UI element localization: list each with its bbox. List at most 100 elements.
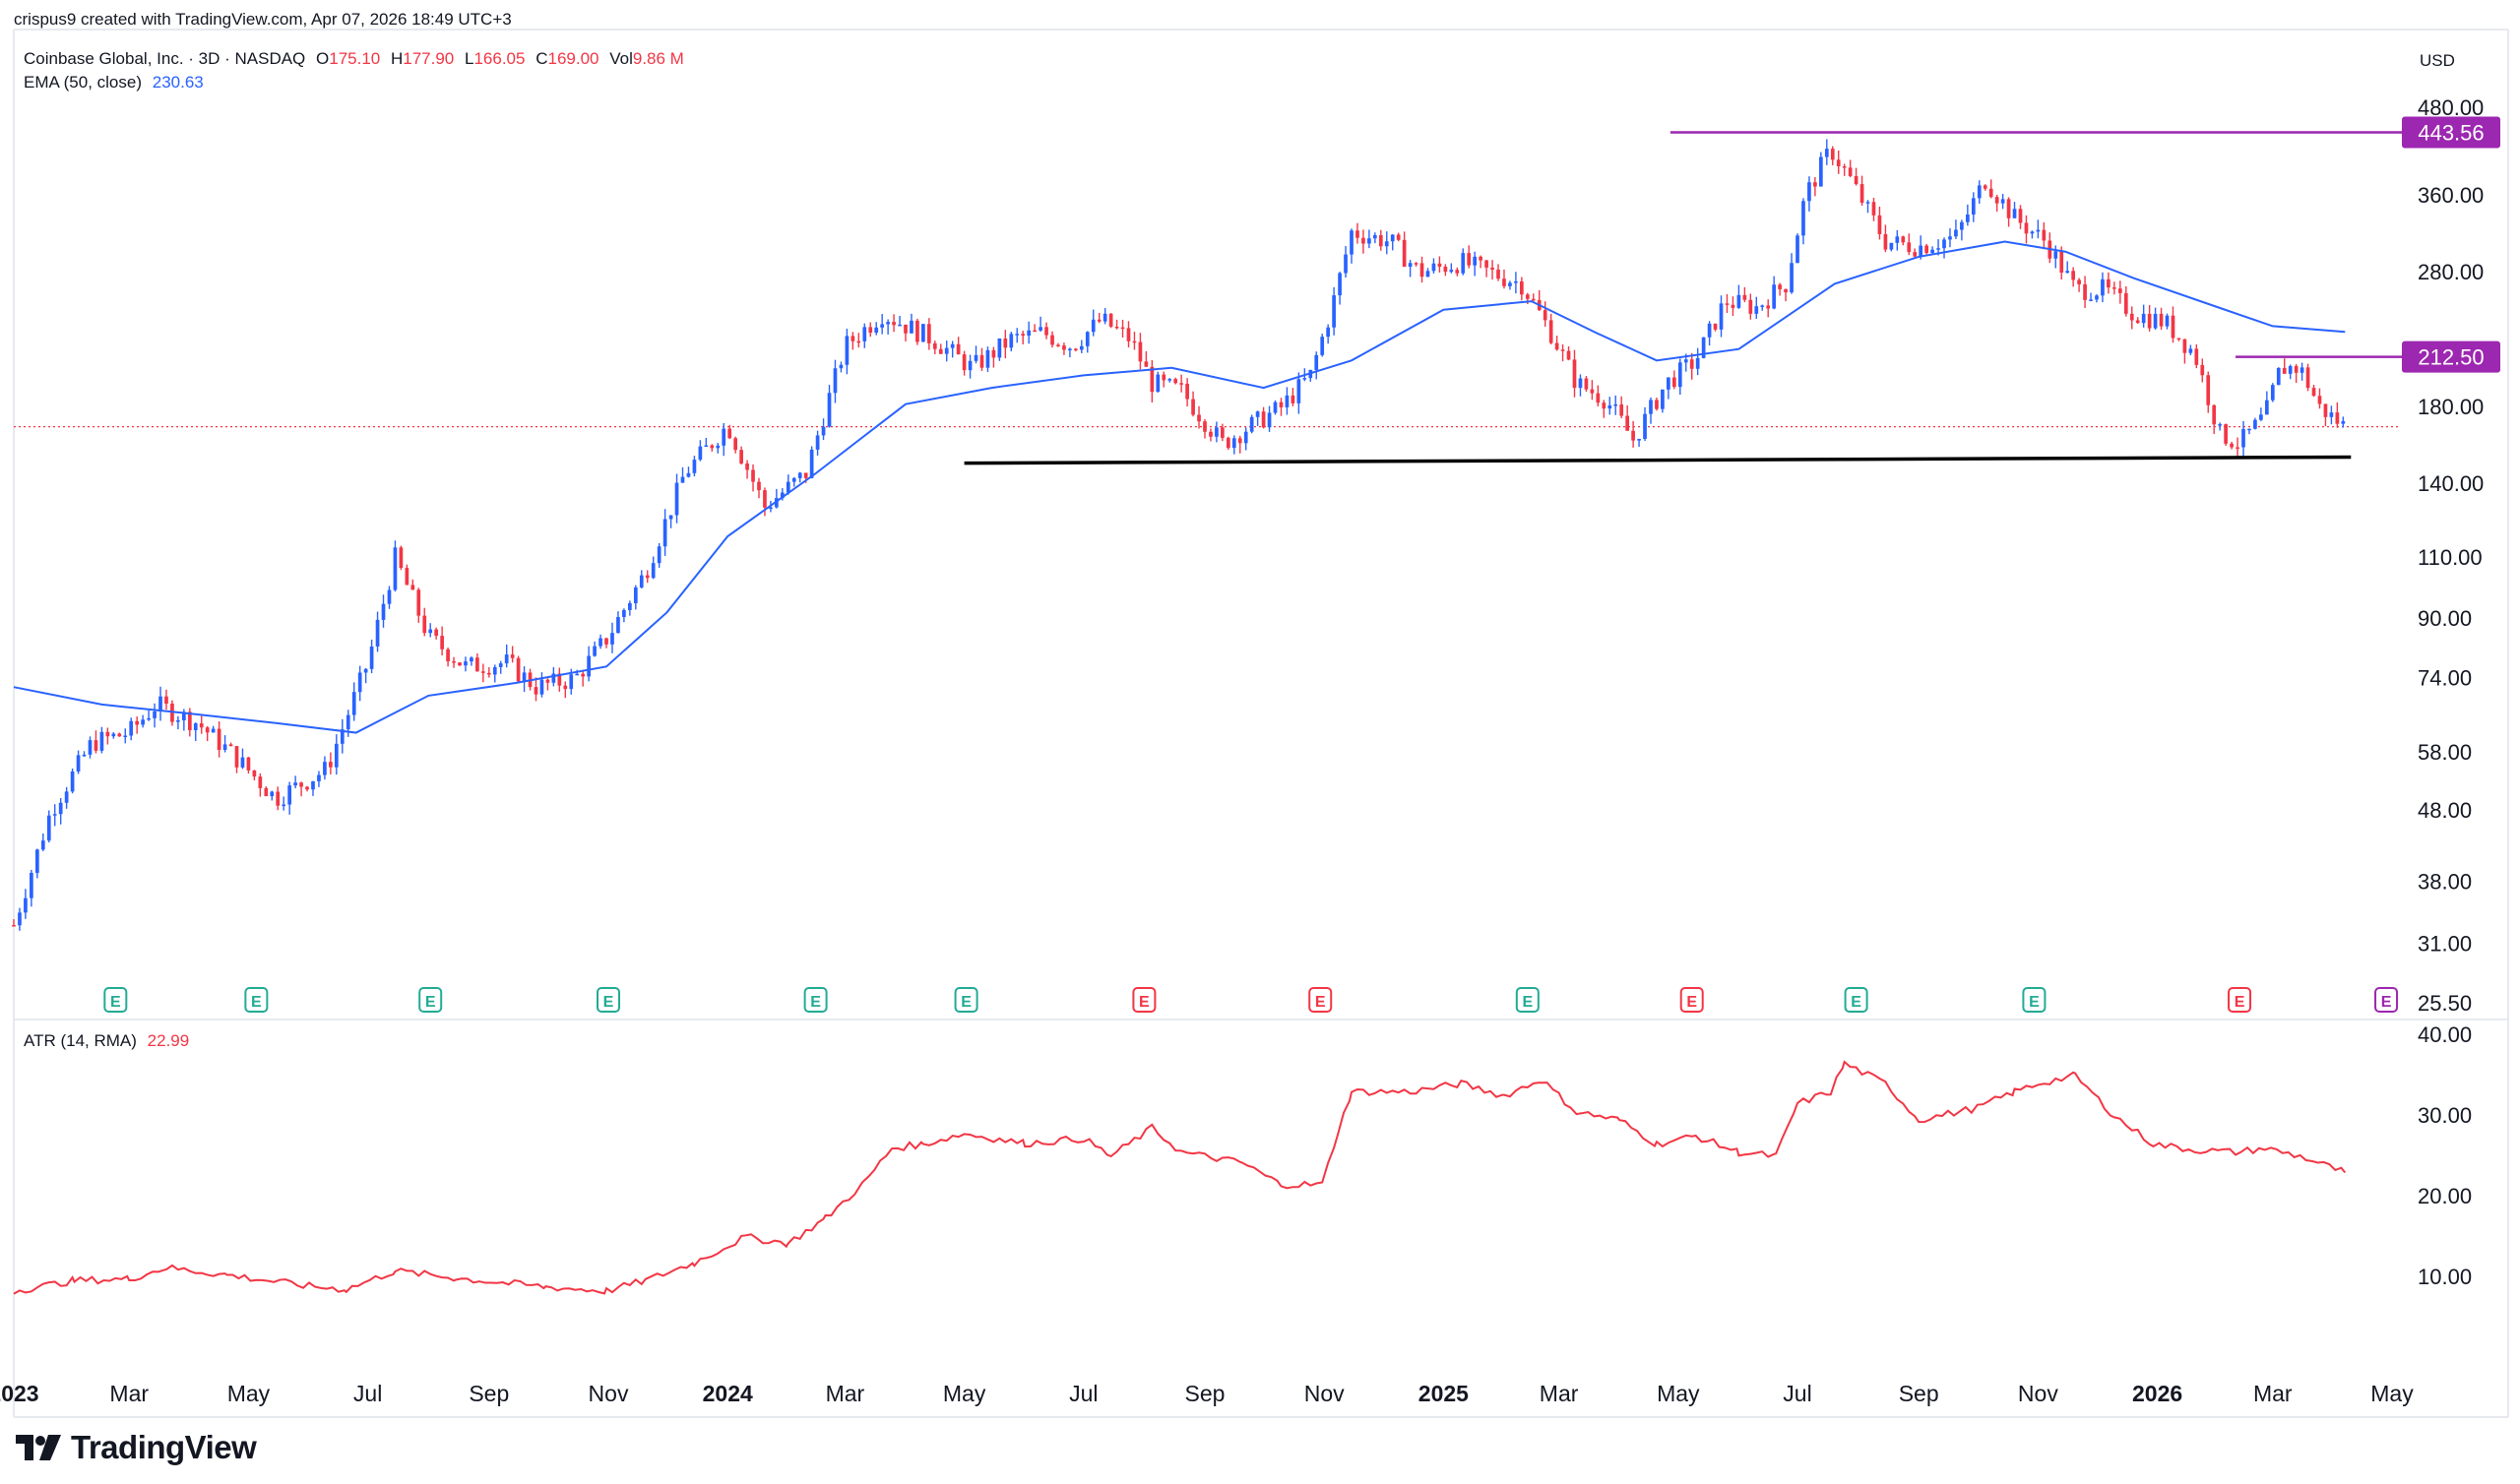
candle-body <box>1191 399 1195 415</box>
earnings-marker-label: E <box>603 994 614 1011</box>
legend-high: H177.90 <box>390 49 455 68</box>
candle-body <box>1138 341 1143 362</box>
candle-body <box>82 754 87 757</box>
candle-body <box>1408 263 1413 267</box>
x-tick-label: Mar <box>109 1381 149 1406</box>
candle-body <box>88 740 93 755</box>
x-tick-label: Jul <box>1783 1381 1811 1406</box>
candle-body <box>534 687 538 695</box>
atr-y-tick: 20.00 <box>2418 1184 2472 1208</box>
candle-body <box>598 638 602 647</box>
candle-body <box>563 685 568 690</box>
candle-body <box>1754 306 1759 314</box>
candle-body <box>944 347 949 354</box>
candle-body <box>422 615 427 634</box>
candle-body <box>1243 431 1248 444</box>
candle-body <box>1490 267 1494 270</box>
candle-body <box>797 472 802 478</box>
candle-body <box>1344 254 1348 274</box>
candle-body <box>769 507 773 510</box>
candle-body <box>1291 395 1295 403</box>
candle-body <box>593 646 597 656</box>
x-tick-label: Sep <box>1899 1381 1939 1406</box>
candle-body <box>1578 378 1583 389</box>
candle-body <box>187 711 192 731</box>
candle-body <box>733 438 737 451</box>
support-line <box>964 455 2352 465</box>
candle-body <box>1402 239 1407 267</box>
price-legend: Coinbase Global, Inc. · 3D · NASDAQ O175… <box>24 49 690 69</box>
candle-body <box>1930 249 1934 254</box>
earnings-marker <box>2228 987 2252 1013</box>
candle-body <box>2059 251 2064 274</box>
candle-body <box>12 925 16 927</box>
candle-body <box>434 629 439 637</box>
candle-body <box>1607 404 1612 409</box>
candle-body <box>1796 235 1799 264</box>
currency-label[interactable]: USD <box>2420 51 2455 70</box>
candle-body <box>1027 330 1032 337</box>
candle-body <box>2241 428 2245 448</box>
candle-body <box>2123 292 2128 314</box>
candle-body <box>938 348 943 354</box>
candle-body <box>1120 327 1125 330</box>
grid <box>0 29 2509 1418</box>
candle-body <box>1960 221 1964 230</box>
candle-body <box>956 343 961 355</box>
candle-body <box>2194 348 2199 365</box>
candle-body <box>1132 340 1137 343</box>
candle-body <box>1901 236 1906 243</box>
candle-body <box>375 619 380 647</box>
candle-body <box>1015 334 1020 336</box>
candle-body <box>1801 201 1805 236</box>
ema-legend[interactable]: EMA (50, close) 230.63 <box>24 73 210 93</box>
candle-body <box>282 804 286 807</box>
candle-body <box>1596 393 1601 403</box>
price-y-tick: 360.00 <box>2418 183 2484 208</box>
candle-body <box>464 661 468 666</box>
candle-body <box>1854 175 1858 185</box>
candle-body <box>1150 366 1155 393</box>
x-tick-label: Nov <box>2018 1381 2058 1406</box>
candle-body <box>2236 447 2239 450</box>
candle-body <box>1102 313 1107 322</box>
candle-body <box>921 324 925 342</box>
candle-body <box>1162 374 1166 381</box>
candle-body <box>968 360 973 371</box>
level-tag <box>2402 340 2500 373</box>
candle-body <box>1372 234 1377 239</box>
candle-body <box>803 472 808 478</box>
candle-body <box>892 322 896 326</box>
candle-body <box>1954 229 1958 237</box>
candle-body <box>1619 403 1624 416</box>
candle-body <box>228 744 233 747</box>
tradingview-brand[interactable]: TradingView <box>16 1429 257 1466</box>
candle-body <box>2259 414 2263 420</box>
candle-body <box>1296 379 1301 403</box>
x-tick-label: May <box>227 1381 271 1406</box>
atr-legend[interactable]: ATR (14, RMA) 22.99 <box>24 1031 195 1051</box>
candle-body <box>240 757 245 768</box>
candle-body <box>1971 198 1976 216</box>
candle-body <box>70 771 75 792</box>
candle-body <box>856 340 861 343</box>
candle-body <box>2276 367 2281 386</box>
candle-body <box>2159 313 2164 327</box>
candle-body <box>369 646 374 669</box>
candle-body <box>1994 197 1999 204</box>
candle-body <box>932 342 937 349</box>
x-tick-label: Jul <box>1069 1381 1098 1406</box>
candle-body <box>622 609 626 618</box>
candle-body <box>674 482 679 516</box>
x-tick-label: 2026 <box>2132 1381 2182 1406</box>
candle-body <box>1748 299 1753 314</box>
candle-body <box>2036 229 2041 232</box>
candle-body <box>199 723 204 728</box>
candle-body <box>293 782 297 786</box>
candle-body <box>2317 396 2322 404</box>
symbol-title[interactable]: Coinbase Global, Inc. · 3D · NASDAQ <box>24 49 306 68</box>
atr-legend-value: 22.99 <box>147 1031 190 1050</box>
candle-body <box>46 815 51 841</box>
candle-body <box>1977 185 1982 199</box>
